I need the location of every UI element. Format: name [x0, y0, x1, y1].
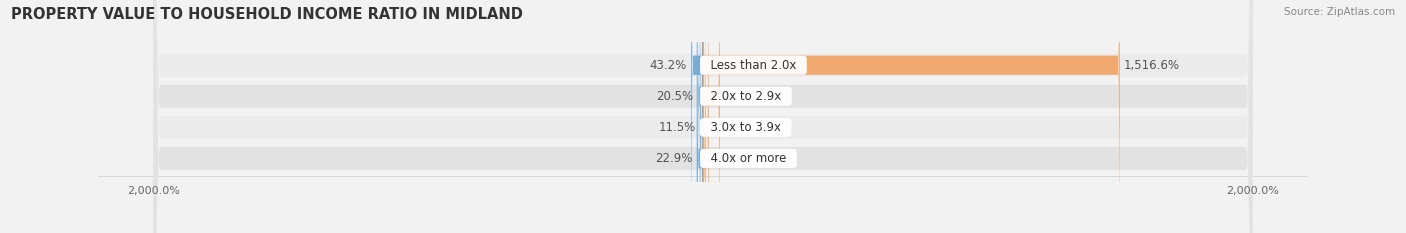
Text: 3.0x to 3.9x: 3.0x to 3.9x: [703, 121, 789, 134]
FancyBboxPatch shape: [703, 0, 709, 233]
Text: 22.9%: 22.9%: [655, 152, 693, 165]
Text: 11.5%: 11.5%: [658, 121, 696, 134]
Text: 1,516.6%: 1,516.6%: [1123, 59, 1180, 72]
FancyBboxPatch shape: [703, 0, 706, 233]
FancyBboxPatch shape: [153, 0, 1253, 233]
Text: 9.9%: 9.9%: [710, 152, 740, 165]
Text: PROPERTY VALUE TO HOUSEHOLD INCOME RATIO IN MIDLAND: PROPERTY VALUE TO HOUSEHOLD INCOME RATIO…: [11, 7, 523, 22]
Text: Less than 2.0x: Less than 2.0x: [703, 59, 804, 72]
FancyBboxPatch shape: [697, 0, 703, 233]
FancyBboxPatch shape: [703, 0, 720, 233]
Text: 21.1%: 21.1%: [713, 121, 751, 134]
FancyBboxPatch shape: [153, 0, 1253, 233]
FancyBboxPatch shape: [153, 0, 1253, 233]
Text: 61.3%: 61.3%: [724, 90, 761, 103]
FancyBboxPatch shape: [700, 0, 703, 233]
Text: 43.2%: 43.2%: [650, 59, 688, 72]
FancyBboxPatch shape: [692, 0, 703, 233]
Text: Source: ZipAtlas.com: Source: ZipAtlas.com: [1284, 7, 1395, 17]
Text: 20.5%: 20.5%: [657, 90, 693, 103]
FancyBboxPatch shape: [153, 0, 1253, 233]
Text: 2.0x to 2.9x: 2.0x to 2.9x: [703, 90, 789, 103]
FancyBboxPatch shape: [697, 0, 703, 233]
FancyBboxPatch shape: [703, 0, 1119, 233]
Text: 4.0x or more: 4.0x or more: [703, 152, 794, 165]
